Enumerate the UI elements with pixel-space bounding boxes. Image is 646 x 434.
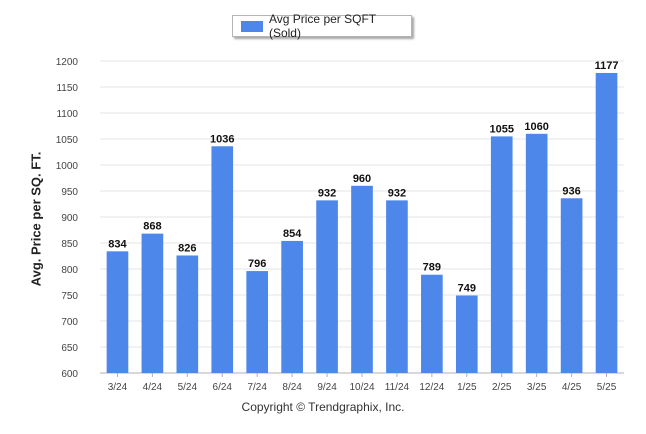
bar bbox=[141, 233, 164, 373]
bar bbox=[490, 136, 513, 373]
x-tick-label: 4/24 bbox=[143, 382, 163, 393]
x-tick-label: 3/25 bbox=[527, 382, 547, 393]
data-label: 960 bbox=[353, 173, 371, 185]
y-tick-label: 850 bbox=[61, 239, 78, 250]
data-label: 1060 bbox=[524, 121, 548, 133]
data-label: 932 bbox=[318, 187, 336, 199]
bar bbox=[106, 251, 129, 373]
bar bbox=[595, 72, 618, 374]
data-label: 1177 bbox=[595, 60, 619, 72]
x-tick-label: 10/24 bbox=[349, 382, 374, 393]
bar bbox=[211, 146, 234, 373]
y-tick-label: 1050 bbox=[56, 135, 79, 146]
data-label: 936 bbox=[562, 185, 580, 197]
data-label: 834 bbox=[108, 238, 127, 250]
x-tick-label: 8/24 bbox=[282, 382, 302, 393]
data-label: 932 bbox=[388, 187, 406, 199]
bar bbox=[176, 255, 199, 373]
x-tick-label: 7/24 bbox=[247, 382, 267, 393]
y-tick-label: 900 bbox=[61, 213, 78, 224]
x-tick-label: 4/25 bbox=[562, 382, 582, 393]
data-label: 796 bbox=[248, 258, 266, 270]
bar bbox=[455, 295, 478, 373]
x-tick-label: 12/24 bbox=[419, 382, 444, 393]
legend-label: Avg Price per SQFT (Sold) bbox=[268, 12, 376, 40]
data-label: 1036 bbox=[210, 133, 234, 145]
copyright-footer: Copyright © Trendgraphix, Inc. bbox=[241, 400, 405, 414]
bar bbox=[386, 200, 408, 373]
y-tick-label: 800 bbox=[61, 265, 78, 276]
bar bbox=[246, 271, 269, 373]
bar bbox=[281, 240, 303, 373]
y-tick-label: 1150 bbox=[56, 83, 78, 94]
x-tick-label: 5/25 bbox=[597, 382, 617, 393]
y-tick-label: 1200 bbox=[56, 57, 79, 68]
x-tick-label: 9/24 bbox=[317, 382, 337, 393]
x-tick-label: 3/24 bbox=[108, 382, 128, 393]
y-tick-label: 600 bbox=[61, 369, 78, 380]
bar bbox=[351, 185, 373, 373]
legend-swatch bbox=[241, 20, 263, 32]
y-tick-label: 1100 bbox=[56, 109, 78, 120]
x-tick-label: 11/24 bbox=[385, 382, 410, 393]
x-tick-label: 1/25 bbox=[457, 382, 477, 393]
legend: Avg Price per SQFT (Sold) bbox=[232, 12, 412, 40]
data-label: 826 bbox=[178, 242, 196, 254]
y-tick-label: 700 bbox=[61, 317, 78, 328]
y-tick-label: 950 bbox=[61, 187, 78, 198]
data-label: 1055 bbox=[489, 123, 513, 135]
y-tick-label: 750 bbox=[61, 291, 78, 302]
y-tick-label: 1000 bbox=[56, 161, 79, 172]
bar bbox=[525, 133, 548, 373]
x-tick-label: 5/24 bbox=[178, 382, 198, 393]
bar bbox=[560, 198, 583, 373]
data-label: 854 bbox=[283, 228, 302, 240]
x-tick-label: 2/25 bbox=[492, 382, 512, 393]
bar bbox=[316, 200, 338, 373]
data-label: 749 bbox=[458, 283, 476, 295]
data-label: 789 bbox=[423, 262, 441, 274]
x-tick-label: 6/24 bbox=[213, 382, 233, 393]
data-label: 868 bbox=[143, 221, 161, 233]
bar bbox=[421, 274, 443, 373]
y-tick-label: 650 bbox=[61, 343, 78, 354]
